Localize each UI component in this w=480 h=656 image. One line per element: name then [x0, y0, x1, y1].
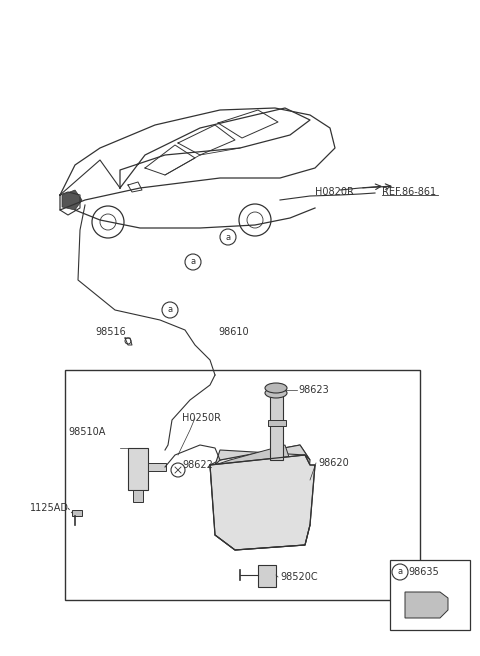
- Polygon shape: [270, 395, 283, 460]
- Text: a: a: [168, 306, 173, 314]
- Text: 98516: 98516: [95, 327, 126, 337]
- Ellipse shape: [265, 383, 287, 393]
- Bar: [258, 565, 276, 587]
- Polygon shape: [215, 445, 290, 490]
- Text: 98510A: 98510A: [68, 427, 106, 437]
- Text: 98622: 98622: [182, 460, 213, 470]
- Polygon shape: [128, 448, 148, 490]
- Polygon shape: [62, 190, 82, 210]
- Text: REF.86-861: REF.86-861: [382, 187, 436, 197]
- Bar: [148, 463, 166, 471]
- Polygon shape: [210, 455, 315, 550]
- Text: a: a: [226, 232, 230, 241]
- Ellipse shape: [265, 388, 287, 398]
- Text: 98623: 98623: [298, 385, 329, 395]
- Text: 98520C: 98520C: [280, 572, 318, 582]
- Text: 98610: 98610: [218, 327, 249, 337]
- Bar: [72, 510, 82, 516]
- Bar: [65, 370, 420, 600]
- Text: 98620: 98620: [318, 458, 349, 468]
- Text: 1125AD: 1125AD: [30, 503, 69, 513]
- Text: H0820R: H0820R: [315, 187, 354, 197]
- Text: a: a: [397, 567, 403, 577]
- Bar: [133, 490, 143, 502]
- Polygon shape: [405, 592, 448, 618]
- Polygon shape: [215, 445, 310, 465]
- Text: a: a: [191, 258, 195, 266]
- Bar: [268, 420, 286, 426]
- Text: H0250R: H0250R: [182, 413, 221, 423]
- Text: 98635: 98635: [408, 567, 439, 577]
- Bar: [390, 560, 470, 630]
- Polygon shape: [210, 445, 310, 545]
